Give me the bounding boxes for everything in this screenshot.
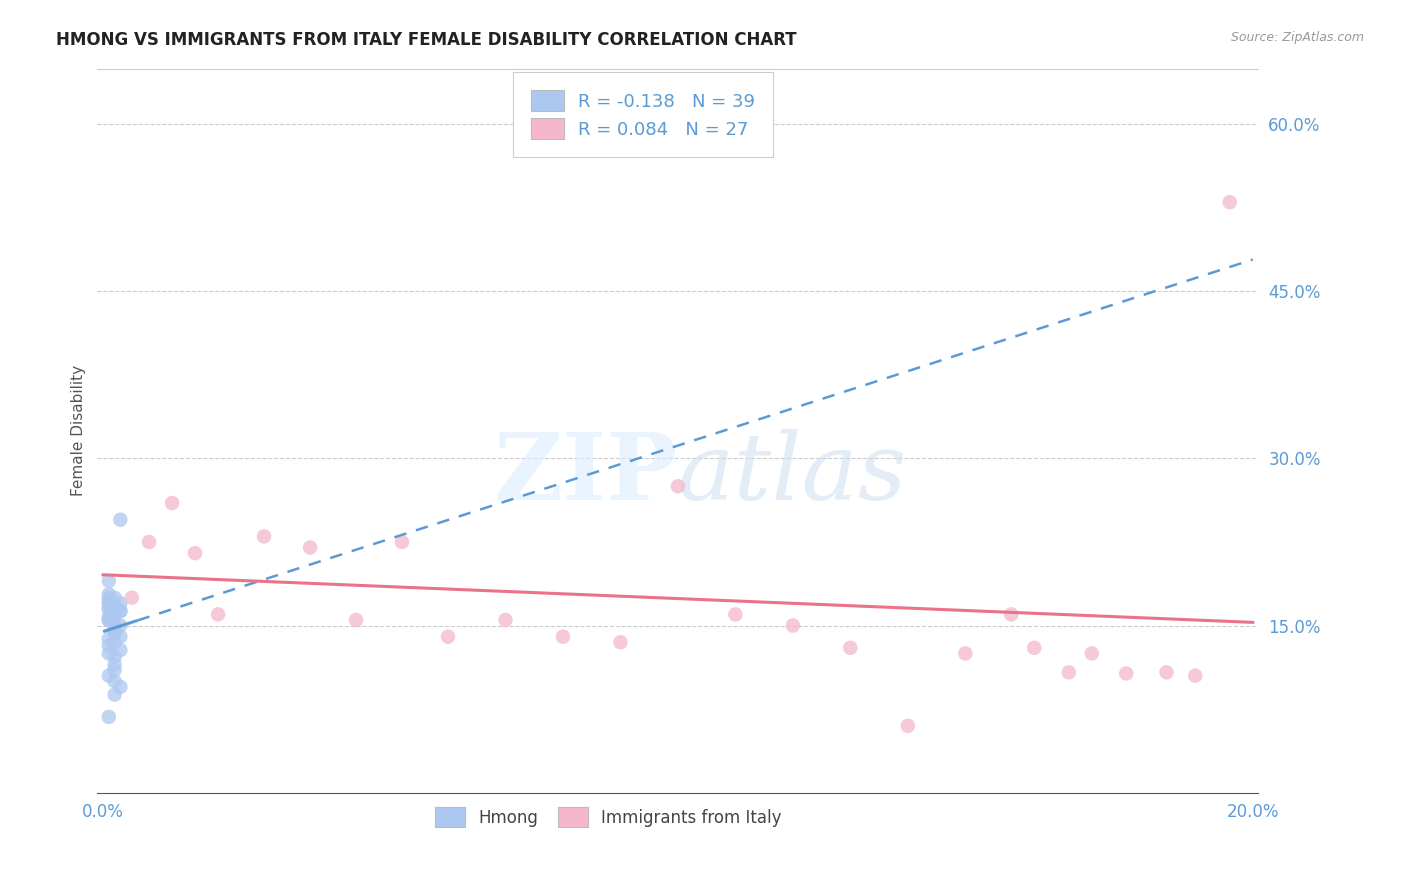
Point (97, 613, 120, 627)
Point (104, 657, 127, 672)
Point (1156, 665, 1178, 680)
Point (207, 607, 229, 622)
Point (104, 621, 127, 635)
Point (97, 574, 120, 588)
Point (104, 599, 127, 613)
Point (104, 674, 127, 689)
Point (1081, 647, 1104, 661)
Point (104, 591, 127, 605)
Point (97, 594, 120, 608)
Point (110, 604, 132, 618)
Point (104, 624, 127, 639)
Point (609, 635, 631, 649)
Point (1000, 607, 1022, 622)
Point (1115, 666, 1137, 681)
Point (1184, 668, 1206, 682)
Point (110, 596, 132, 610)
Point (1219, 195, 1241, 210)
Point (97, 609, 120, 624)
Point (551, 630, 574, 644)
Point (104, 663, 127, 677)
Point (97, 668, 120, 682)
Point (97, 639, 120, 653)
Point (104, 616, 127, 631)
Point (138, 535, 160, 549)
Point (97, 647, 120, 661)
Point (782, 618, 804, 632)
Point (110, 513, 132, 527)
Point (110, 604, 132, 618)
Point (724, 607, 747, 622)
Point (104, 607, 127, 622)
Point (97, 591, 120, 605)
Point (121, 591, 143, 605)
Text: Source: ZipAtlas.com: Source: ZipAtlas.com (1230, 31, 1364, 45)
Point (97, 613, 120, 627)
Point (97, 632, 120, 646)
Point (97, 710, 120, 724)
Point (955, 647, 977, 661)
Point (437, 630, 460, 644)
Point (253, 529, 276, 543)
Point (160, 496, 183, 510)
Point (666, 479, 689, 493)
Text: atlas: atlas (678, 429, 907, 519)
Point (897, 719, 920, 733)
Legend: Hmong, Immigrants from Italy: Hmong, Immigrants from Italy (426, 799, 790, 835)
Point (104, 605, 127, 619)
Point (110, 618, 132, 632)
Point (97, 602, 120, 616)
Point (97, 587, 120, 601)
Text: ZIP: ZIP (494, 429, 678, 519)
Point (110, 680, 132, 694)
Point (1057, 665, 1080, 680)
Point (104, 599, 127, 614)
Point (839, 640, 862, 655)
Point (104, 649, 127, 664)
Y-axis label: Female Disability: Female Disability (72, 365, 86, 496)
Point (184, 546, 207, 560)
Point (110, 630, 132, 644)
Point (104, 635, 127, 649)
Point (97, 602, 120, 616)
Point (495, 613, 517, 627)
Point (104, 626, 127, 640)
Point (1024, 640, 1046, 655)
Point (104, 605, 127, 619)
Point (391, 535, 413, 549)
Text: HMONG VS IMMIGRANTS FROM ITALY FEMALE DISABILITY CORRELATION CHART: HMONG VS IMMIGRANTS FROM ITALY FEMALE DI… (56, 31, 797, 49)
Point (104, 688, 127, 702)
Point (97, 596, 120, 610)
Point (344, 613, 367, 627)
Point (110, 643, 132, 657)
Point (299, 541, 322, 555)
